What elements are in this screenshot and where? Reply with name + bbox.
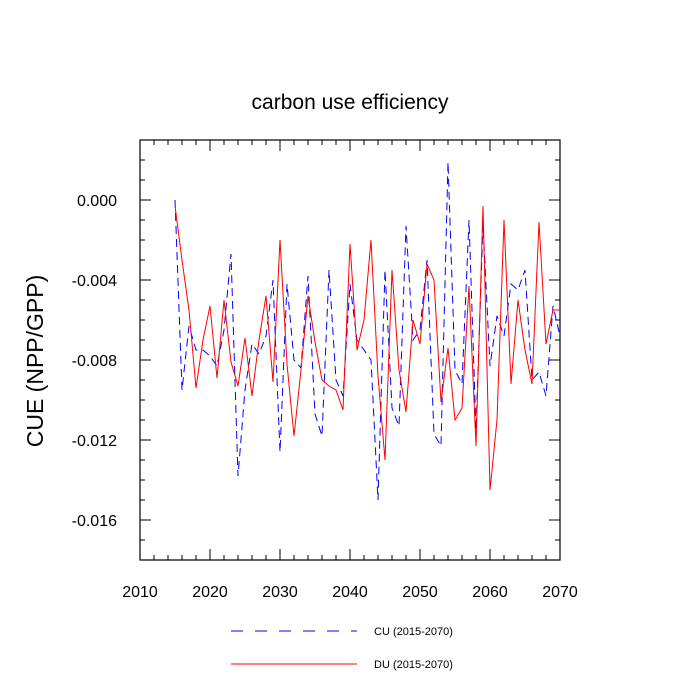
series-line-cu — [174, 161, 561, 501]
series-line-du — [174, 205, 560, 491]
y-tick-label: -0.008 — [72, 353, 117, 370]
y-tick-label: -0.012 — [72, 433, 117, 450]
y-tick-label: -0.016 — [72, 513, 117, 530]
legend-label: CU (2015-2070) — [374, 626, 453, 638]
x-tick-label: 2040 — [332, 584, 368, 601]
legend: CU (2015-2070) DU (2015-2070) — [231, 626, 453, 671]
x-tick-label: 2070 — [542, 584, 578, 601]
x-tick-label: 2010 — [122, 584, 158, 601]
y-axis-label: CUE (NPP/GPP) — [22, 275, 48, 448]
y-tick-labels: 0.000 -0.004 -0.008 -0.012 -0.016 — [72, 193, 117, 530]
chart-title: carbon use efficiency — [252, 91, 449, 114]
x-tick-label: 2030 — [262, 584, 298, 601]
axis-ticks — [139, 139, 561, 561]
y-tick-label: 0.000 — [77, 193, 117, 210]
x-tick-labels: 2010 2020 2030 2040 2050 2060 2070 — [122, 584, 578, 601]
series-lines — [174, 161, 561, 501]
x-tick-label: 2050 — [402, 584, 438, 601]
y-tick-label: -0.004 — [72, 273, 117, 290]
x-tick-label: 2020 — [192, 584, 228, 601]
x-tick-label: 2060 — [472, 584, 508, 601]
legend-label: DU (2015-2070) — [374, 659, 453, 671]
